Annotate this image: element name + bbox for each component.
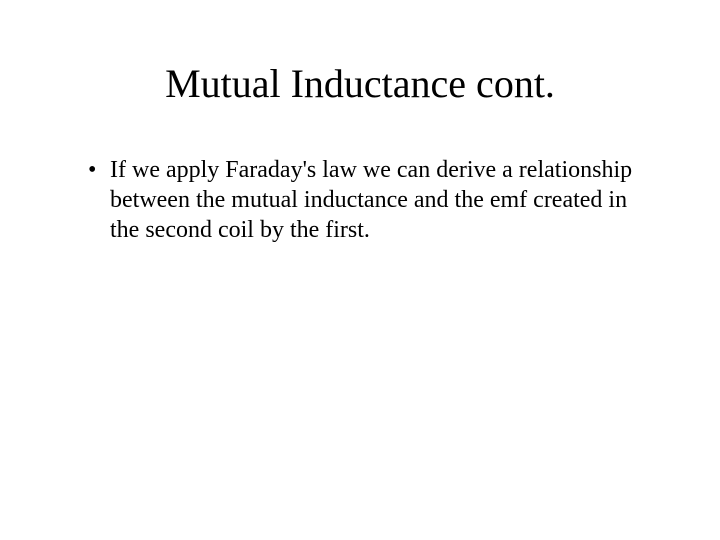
slide-title: Mutual Inductance cont.: [60, 60, 660, 107]
bullet-list: If we apply Faraday's law we can derive …: [60, 155, 660, 245]
slide-container: Mutual Inductance cont. If we apply Fara…: [0, 0, 720, 540]
bullet-item: If we apply Faraday's law we can derive …: [88, 155, 660, 245]
